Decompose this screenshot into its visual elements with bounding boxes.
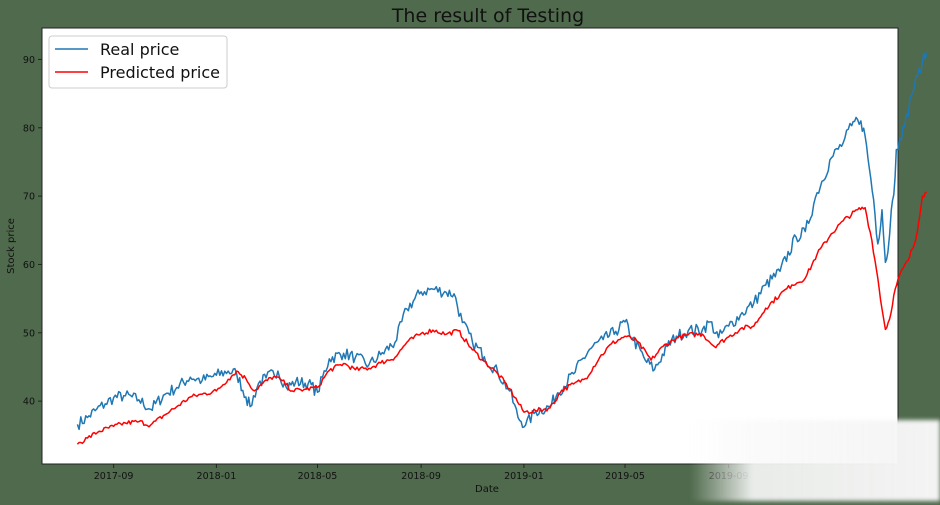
chart-title: The result of Testing	[391, 5, 584, 27]
legend-label-predicted-price: Predicted price	[100, 63, 220, 82]
y-tick-label: 80	[23, 123, 35, 134]
y-tick-label: 60	[23, 260, 35, 271]
y-tick-label: 40	[23, 397, 35, 408]
y-tick-label: 50	[23, 328, 35, 339]
y-axis-label: Stock price	[6, 218, 17, 274]
watermark-overlay	[690, 420, 940, 501]
legend-box	[48, 35, 228, 89]
y-axis-ticks: 40 50 60 70 80 90	[23, 55, 42, 408]
x-tick-label: 2019-05	[605, 471, 645, 482]
x-tick-label: 2019-01	[504, 471, 544, 482]
legend: Real price Predicted price	[48, 35, 228, 89]
series-line-real-price	[76, 52, 928, 431]
x-tick-label: 2018-01	[197, 471, 237, 482]
series-lines	[76, 52, 928, 445]
x-tick-label: 2017-09	[94, 471, 134, 482]
y-tick-label: 90	[23, 55, 35, 66]
legend-label-real-price: Real price	[100, 40, 179, 59]
series-line-predicted-price	[76, 191, 928, 445]
x-tick-label: 2018-09	[401, 471, 441, 482]
plot-area	[41, 27, 899, 465]
x-tick-label: 2018-05	[298, 471, 338, 482]
x-axis-label: Date	[475, 484, 499, 495]
y-tick-label: 70	[23, 192, 35, 203]
